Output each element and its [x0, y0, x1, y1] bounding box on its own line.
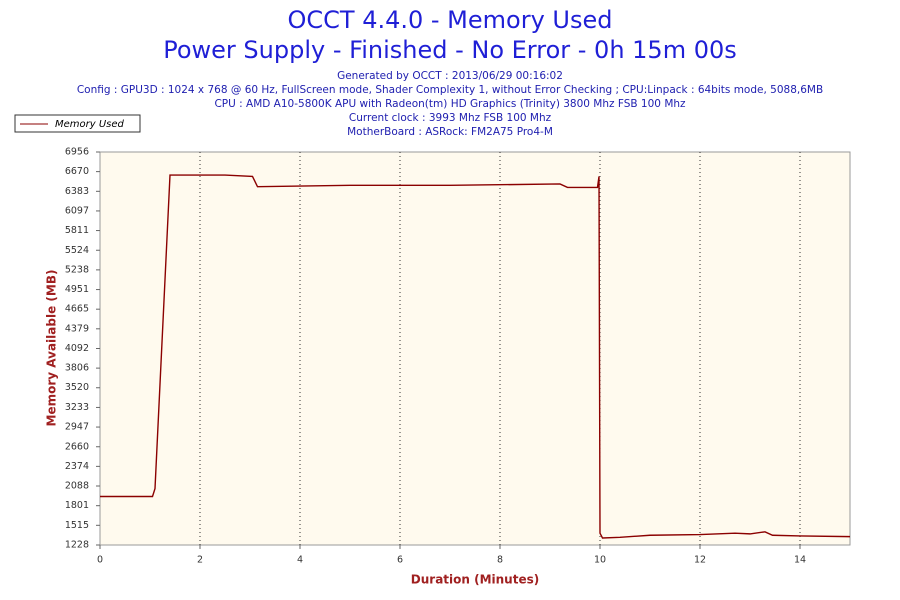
info-line: CPU : AMD A10-5800K APU with Radeon(tm) … — [214, 98, 686, 110]
x-tick-label: 6 — [397, 555, 403, 566]
y-tick-label: 2374 — [65, 461, 89, 472]
y-tick-label: 4951 — [65, 284, 89, 295]
y-tick-label: 5238 — [65, 264, 89, 275]
y-tick-label: 5524 — [65, 245, 89, 256]
y-tick-label: 1515 — [65, 520, 89, 531]
info-line: Generated by OCCT : 2013/06/29 00:16:02 — [337, 70, 563, 82]
y-tick-label: 4092 — [65, 343, 89, 354]
y-tick-label: 1801 — [65, 500, 89, 511]
y-tick-label: 6956 — [65, 147, 89, 158]
y-tick-label: 3520 — [65, 382, 89, 393]
legend-label: Memory Used — [55, 119, 125, 130]
plot-area — [99, 151, 851, 546]
y-tick-label: 1228 — [65, 540, 89, 551]
chart-title: OCCT 4.4.0 - Memory Used — [288, 6, 613, 34]
x-tick-label: 12 — [694, 555, 706, 566]
x-tick-label: 10 — [594, 555, 606, 566]
y-tick-label: 6670 — [65, 166, 89, 177]
x-tick-label: 8 — [497, 555, 503, 566]
y-tick-label: 5811 — [65, 225, 89, 236]
y-tick-label: 2947 — [65, 422, 89, 433]
y-tick-label: 2660 — [65, 441, 89, 452]
x-tick-label: 0 — [97, 555, 103, 566]
chart-subtitle: Power Supply - Finished - No Error - 0h … — [163, 36, 737, 64]
y-tick-label: 3806 — [65, 363, 89, 374]
y-tick-label: 6383 — [65, 186, 89, 197]
data-line — [100, 174, 851, 539]
x-tick-label: 4 — [297, 555, 303, 566]
y-tick-label: 2088 — [65, 480, 89, 491]
legend-box — [14, 114, 141, 133]
info-line: Config : GPU3D : 1024 x 768 @ 60 Hz, Ful… — [77, 84, 823, 96]
info-line: MotherBoard : ASRock: FM2A75 Pro4-M — [347, 126, 553, 138]
y-tick-label: 6097 — [65, 205, 89, 216]
y-axis-label: Memory Available (MB) — [45, 270, 59, 427]
y-tick-label: 4665 — [65, 304, 89, 315]
y-tick-label: 3233 — [65, 402, 89, 413]
y-tick-label: 4379 — [65, 323, 89, 334]
info-line: Current clock : 3993 Mhz FSB 100 Mhz — [349, 112, 552, 124]
x-tick-label: 2 — [197, 555, 203, 566]
x-axis-label: Duration (Minutes) — [411, 573, 539, 587]
x-tick-label: 14 — [794, 555, 806, 566]
